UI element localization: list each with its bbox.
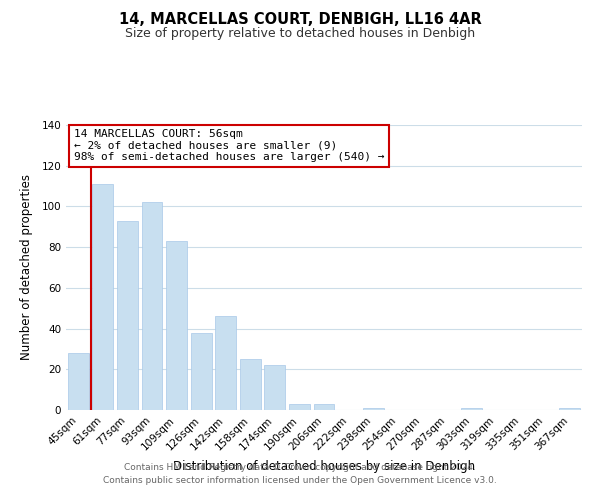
Bar <box>559 408 580 410</box>
Bar <box>92 184 113 410</box>
Bar <box>142 202 163 410</box>
Text: Size of property relative to detached houses in Denbigh: Size of property relative to detached ho… <box>125 28 475 40</box>
Bar <box>314 404 334 410</box>
Text: Contains HM Land Registry data © Crown copyright and database right 2024.: Contains HM Land Registry data © Crown c… <box>124 464 476 472</box>
Text: 14 MARCELLAS COURT: 56sqm
← 2% of detached houses are smaller (9)
98% of semi-de: 14 MARCELLAS COURT: 56sqm ← 2% of detach… <box>74 130 384 162</box>
X-axis label: Distribution of detached houses by size in Denbigh: Distribution of detached houses by size … <box>173 460 475 473</box>
Bar <box>215 316 236 410</box>
Y-axis label: Number of detached properties: Number of detached properties <box>20 174 33 360</box>
Bar <box>461 408 482 410</box>
Bar <box>362 408 383 410</box>
Bar <box>68 353 89 410</box>
Text: 14, MARCELLAS COURT, DENBIGH, LL16 4AR: 14, MARCELLAS COURT, DENBIGH, LL16 4AR <box>119 12 481 28</box>
Bar <box>117 220 138 410</box>
Text: Contains public sector information licensed under the Open Government Licence v3: Contains public sector information licen… <box>103 476 497 485</box>
Bar <box>166 241 187 410</box>
Bar <box>240 359 261 410</box>
Bar <box>289 404 310 410</box>
Bar <box>265 365 286 410</box>
Bar <box>191 332 212 410</box>
